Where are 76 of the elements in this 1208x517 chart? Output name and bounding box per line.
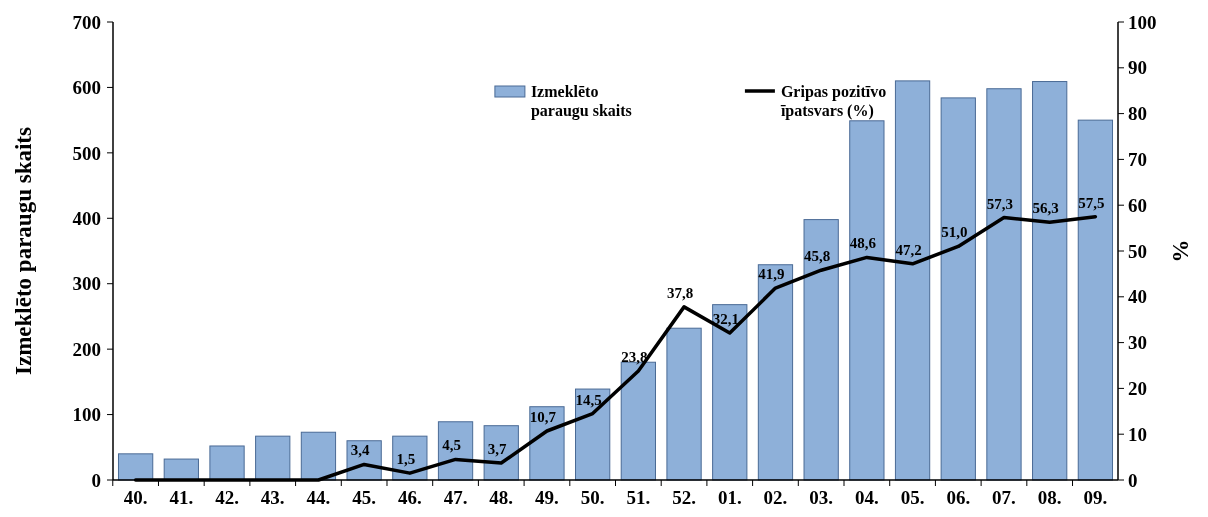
data-label: 1,5 <box>396 451 416 468</box>
data-label: 32,1 <box>712 310 739 327</box>
legend-label: Izmeklēto paraugu skaits <box>530 83 632 120</box>
x-tick-label: 04. <box>854 487 879 508</box>
data-label: 37,8 <box>666 284 694 301</box>
y-tick-label: 600 <box>72 77 101 99</box>
bar <box>894 80 931 481</box>
y-tick-label: 400 <box>72 207 101 229</box>
bar <box>300 431 337 481</box>
y-tick-label: 100 <box>72 404 101 426</box>
bar <box>986 88 1022 481</box>
bar <box>209 445 245 481</box>
x-tick-label: 06. <box>946 487 971 508</box>
y-tick-label: 700 <box>72 11 101 33</box>
data-label: 57,3 <box>986 195 1014 212</box>
y2-tick-label: 0 <box>1128 469 1138 491</box>
data-label: 56,3 <box>1032 200 1059 217</box>
data-label: 48,6 <box>849 235 877 252</box>
x-tick-label: 44. <box>306 487 331 508</box>
bar <box>849 120 885 481</box>
x-tick-label: 49. <box>535 487 559 508</box>
x-tick-label: 47. <box>443 487 468 508</box>
y-tick-label: 500 <box>72 142 101 164</box>
y2-tick-label: 50 <box>1128 240 1147 262</box>
y-tick-label: 300 <box>72 273 101 295</box>
data-label: 14,5 <box>575 391 602 408</box>
data-label: 41,9 <box>758 266 785 283</box>
data-label: 51,0 <box>941 224 968 241</box>
y-axis-title: Izmeklēto paraugu skaits <box>11 127 36 375</box>
x-tick-label: 40. <box>123 487 148 508</box>
y2-tick-label: 30 <box>1128 332 1147 354</box>
x-tick-label: 51. <box>626 487 651 508</box>
bar <box>757 264 794 481</box>
bar <box>940 97 976 481</box>
bar <box>117 453 154 481</box>
x-tick-label: 41. <box>169 487 194 508</box>
y2-tick-label: 20 <box>1128 378 1147 400</box>
x-tick-label: 42. <box>215 487 239 508</box>
x-tick-label: 09. <box>1083 487 1108 508</box>
y2-tick-label: 10 <box>1128 423 1147 445</box>
x-tick-label: 52. <box>672 487 696 508</box>
bar <box>163 458 199 481</box>
y2-tick-label: 70 <box>1128 149 1147 171</box>
y-tick-label: 200 <box>72 338 101 360</box>
x-tick-label: 43. <box>260 487 285 508</box>
y2-tick-label: 60 <box>1128 194 1147 216</box>
legend-label: Gripas pozitīvo īpatsvars (%) <box>779 83 887 120</box>
y2-tick-label: 80 <box>1128 103 1147 125</box>
bar <box>666 327 702 481</box>
x-tick-label: 48. <box>489 487 514 508</box>
x-tick-label: 50. <box>580 487 605 508</box>
y2-tick-label: 40 <box>1128 286 1147 308</box>
data-label: 45,8 <box>804 248 831 265</box>
bar <box>1032 81 1068 481</box>
data-label: 4,5 <box>442 437 461 454</box>
y-tick-label: 0 <box>91 469 101 491</box>
data-label: 3,7 <box>487 441 508 458</box>
x-tick-label: 02. <box>763 487 788 508</box>
data-label: 47,2 <box>895 241 922 258</box>
bar <box>803 219 839 481</box>
bar <box>712 304 748 481</box>
data-label: 57,5 <box>1078 194 1105 211</box>
x-tick-label: 45. <box>352 487 377 508</box>
y2-axis-title: % <box>1168 239 1193 263</box>
data-label: 3,4 <box>350 442 371 459</box>
y2-tick-label: 100 <box>1128 11 1157 33</box>
x-tick-label: 08. <box>1037 487 1062 508</box>
x-tick-label: 01. <box>717 487 742 508</box>
x-tick-label: 46. <box>397 487 422 508</box>
data-label: 10,7 <box>529 408 557 425</box>
bar <box>255 435 291 481</box>
x-tick-label: 03. <box>809 487 834 508</box>
x-tick-label: 07. <box>992 487 1016 508</box>
bar <box>1077 119 1114 481</box>
x-tick-label: 05. <box>900 487 925 508</box>
y2-tick-label: 90 <box>1128 57 1147 79</box>
